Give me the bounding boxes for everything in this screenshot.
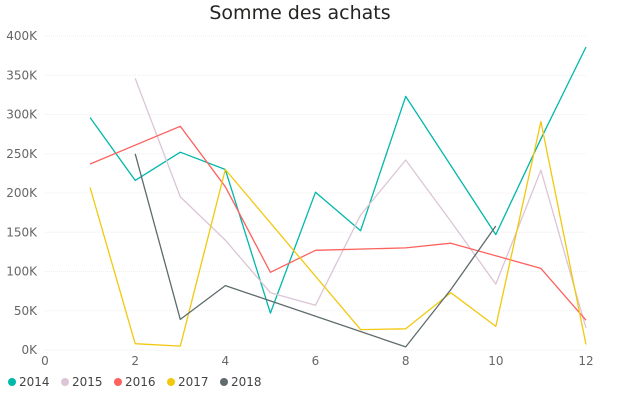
x-tick-label: 4 <box>222 354 230 368</box>
legend: 2014 2015 2016 2017 2018 <box>8 375 262 389</box>
y-tick-label: 400K <box>6 29 38 43</box>
y-tick-label: 200K <box>6 186 38 200</box>
legend-label: 2015 <box>72 375 103 389</box>
y-tick-label: 100K <box>6 265 38 279</box>
y-tick-label: 0K <box>21 343 38 357</box>
y-tick-label: 150K <box>6 225 38 239</box>
legend-item-2016[interactable]: 2016 <box>114 375 156 389</box>
series-line-2017[interactable] <box>89 120 587 347</box>
x-tick-label: 6 <box>312 354 320 368</box>
legend-marker <box>220 378 228 386</box>
x-tick-label: 12 <box>578 354 593 368</box>
x-tick-label: 0 <box>41 354 49 368</box>
x-tick-label: 8 <box>402 354 410 368</box>
legend-item-2017[interactable]: 2017 <box>167 375 209 389</box>
legend-label: 2017 <box>178 375 209 389</box>
legend-marker <box>167 378 175 386</box>
y-tick-label: 350K <box>6 68 38 82</box>
chart-title: Somme des achats <box>209 2 391 24</box>
y-tick-label: 300K <box>6 108 38 122</box>
series-line-2018[interactable] <box>134 153 497 348</box>
x-axis-labels: 0 2 4 6 8 10 12 <box>41 354 593 368</box>
series-lines <box>89 46 587 348</box>
legend-item-2014[interactable]: 2014 <box>8 375 50 389</box>
legend-item-2015[interactable]: 2015 <box>61 375 103 389</box>
y-tick-label: 50K <box>14 304 38 318</box>
legend-marker <box>61 378 69 386</box>
x-tick-label: 10 <box>488 354 503 368</box>
legend-item-2018[interactable]: 2018 <box>220 375 262 389</box>
series-line-2014[interactable] <box>89 46 587 314</box>
legend-marker <box>8 378 16 386</box>
x-tick-label: 2 <box>131 354 139 368</box>
y-axis-labels: 0K 50K 100K 150K 200K 250K 300K 350K 400K <box>6 29 38 357</box>
legend-label: 2018 <box>231 375 262 389</box>
series-line-2015[interactable] <box>134 78 587 329</box>
y-tick-label: 250K <box>6 147 38 161</box>
legend-marker <box>114 378 122 386</box>
legend-label: 2016 <box>125 375 156 389</box>
legend-label: 2014 <box>19 375 50 389</box>
